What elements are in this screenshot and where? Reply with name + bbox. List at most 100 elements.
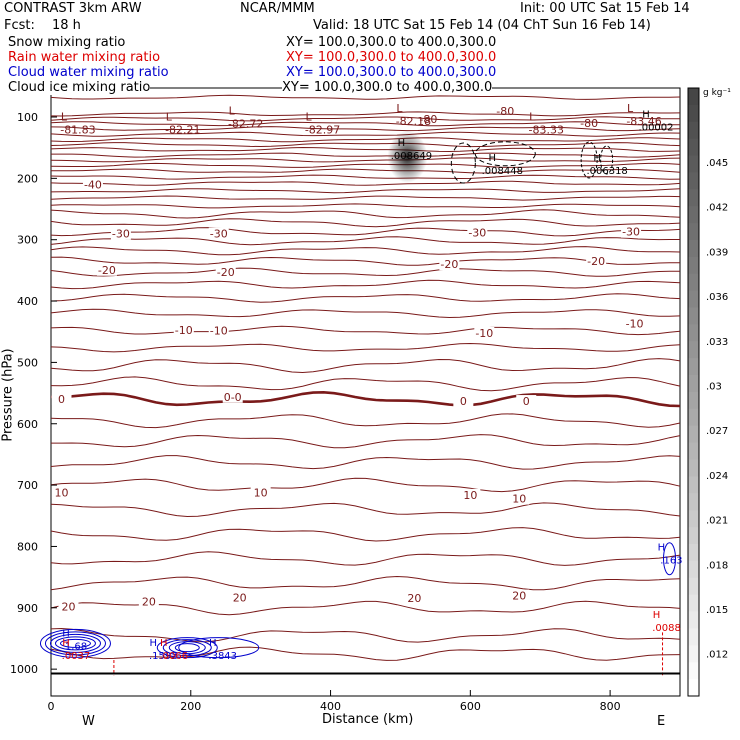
colorbar-label: .027 xyxy=(706,426,728,437)
contour-label-bg xyxy=(229,591,250,604)
cloud-ice-contour xyxy=(580,141,598,179)
temperature-label: 20 xyxy=(61,601,75,614)
contour-label-bg xyxy=(82,178,103,191)
temperature-label: 10 xyxy=(54,486,68,499)
contour-label-bg xyxy=(208,227,229,240)
temperature-label: -10 xyxy=(475,327,493,340)
x-tick-label: 0 xyxy=(48,700,55,713)
low-marker: L xyxy=(61,111,68,124)
colorbar-step xyxy=(688,358,699,376)
colorbar-label: .012 xyxy=(706,650,728,661)
temperature-label: 20 xyxy=(142,596,156,609)
y-tick-label: 400 xyxy=(17,295,38,308)
temperature-contour-line xyxy=(50,195,681,201)
colorbar-step xyxy=(688,392,699,410)
colorbar-step xyxy=(688,307,699,325)
colorbar-step xyxy=(688,223,699,241)
temperature-contour-line xyxy=(50,146,681,153)
temperature-label: -30 xyxy=(210,228,228,241)
temperature-contour-line xyxy=(50,627,681,643)
contour-label-bg xyxy=(621,225,642,238)
contour-label-bg xyxy=(516,395,537,408)
y-tick-label: 700 xyxy=(17,479,38,492)
temperature-contour-line xyxy=(50,121,681,127)
temperature-contour-line xyxy=(50,358,681,374)
temperature-contours xyxy=(50,94,681,661)
y-tick-label: 200 xyxy=(17,172,38,185)
cloud-water-contour xyxy=(178,637,260,659)
max-value: .3843 xyxy=(208,651,237,662)
contour-label-bg xyxy=(439,258,460,271)
temperature-contour-line xyxy=(50,455,681,470)
low-marker: L xyxy=(529,111,536,124)
temperature-label: -20 xyxy=(440,258,458,271)
low-value: -82.18 xyxy=(396,115,431,128)
temperature-label: -30 xyxy=(468,226,486,239)
field-cloudwater-xy: XY= 100.0,300.0 to 400.0,300.0 xyxy=(286,65,497,80)
temperature-contour-line xyxy=(50,325,681,336)
colorbar-step xyxy=(688,375,699,393)
temperature-label: 20 xyxy=(233,591,247,604)
contour-label-bg xyxy=(173,323,194,336)
temperature-contour-line xyxy=(50,308,681,319)
minus80-label: -80 xyxy=(496,105,514,118)
temperature-contour-line xyxy=(50,246,681,256)
colorbar-step xyxy=(688,459,699,477)
minus80-label: -80 xyxy=(580,117,598,130)
low-marker: L xyxy=(396,102,403,115)
low-marker: L xyxy=(229,105,236,118)
low-value: -81.83 xyxy=(60,124,95,137)
max-value: .008448 xyxy=(482,166,523,177)
hydrometeor-contours xyxy=(39,141,680,676)
colorbar-step xyxy=(688,341,699,359)
max-marker: H xyxy=(642,110,650,121)
temperature-contour-line xyxy=(50,203,681,209)
temperature-label: 20 xyxy=(407,592,421,605)
contour-label-bg xyxy=(51,486,72,499)
max-marker: H xyxy=(62,638,70,649)
y-tick-label: 600 xyxy=(17,418,38,431)
contour-labels: -40 -30 -30 -30 -30 -20 -20 -20 -20 -10 -10 -10 -10 0… xyxy=(51,102,683,662)
model-title: CONTRAST 3km ARW xyxy=(4,1,142,16)
temperature-contour-line xyxy=(50,376,681,392)
temperature-contour-line xyxy=(51,434,681,449)
temperature-label: 10 xyxy=(463,489,477,502)
x-axis-left-end: W xyxy=(82,714,95,729)
colorbar-label: .03 xyxy=(706,382,722,393)
temperature-contour-line xyxy=(50,180,681,186)
temperature-label: -30 xyxy=(112,228,130,241)
fcst-label: Fcst: xyxy=(4,18,35,33)
colorbar-step xyxy=(688,510,699,528)
y-axis-title: Pressure (hPa) xyxy=(0,348,16,442)
temperature-label: 10 xyxy=(254,486,268,499)
temperature-contour-line xyxy=(50,575,681,591)
temperature-contour-line xyxy=(50,218,681,228)
field-cloudice-xy: XY= 100.0,300.0 to 400.0,300.0 xyxy=(282,80,493,95)
colorbar-label: .018 xyxy=(706,560,728,571)
init-time: Init: 00 UTC Sat 15 Feb 14 xyxy=(520,1,690,16)
fcst-value: 18 h xyxy=(52,18,81,33)
colorbar-step xyxy=(688,189,699,207)
cloud-water-contour xyxy=(39,628,111,658)
y-tick-label: 800 xyxy=(17,540,38,553)
contour-label-bg xyxy=(222,390,243,403)
max-marker: H xyxy=(150,638,158,649)
colorbar-label: .021 xyxy=(706,516,728,527)
temperature-contour-line xyxy=(50,188,681,194)
contour-label-bg xyxy=(215,266,236,279)
contour-label-bg xyxy=(586,255,607,268)
max-value: .163 xyxy=(660,556,682,567)
colorbar-step xyxy=(688,679,699,697)
colorbar-label: .033 xyxy=(706,337,728,348)
contour-label-bg xyxy=(474,326,495,339)
colorbar-step xyxy=(688,611,699,629)
cloud-water-contour xyxy=(49,633,101,653)
temperature-contour-line xyxy=(50,111,681,117)
contour-label-bg xyxy=(453,395,474,408)
colorbar-step xyxy=(688,240,699,258)
contour-label-bg xyxy=(404,591,425,604)
minus80-label: -80 xyxy=(419,113,437,126)
low-value: -83.33 xyxy=(528,124,563,137)
contour-label-bg xyxy=(460,488,481,501)
